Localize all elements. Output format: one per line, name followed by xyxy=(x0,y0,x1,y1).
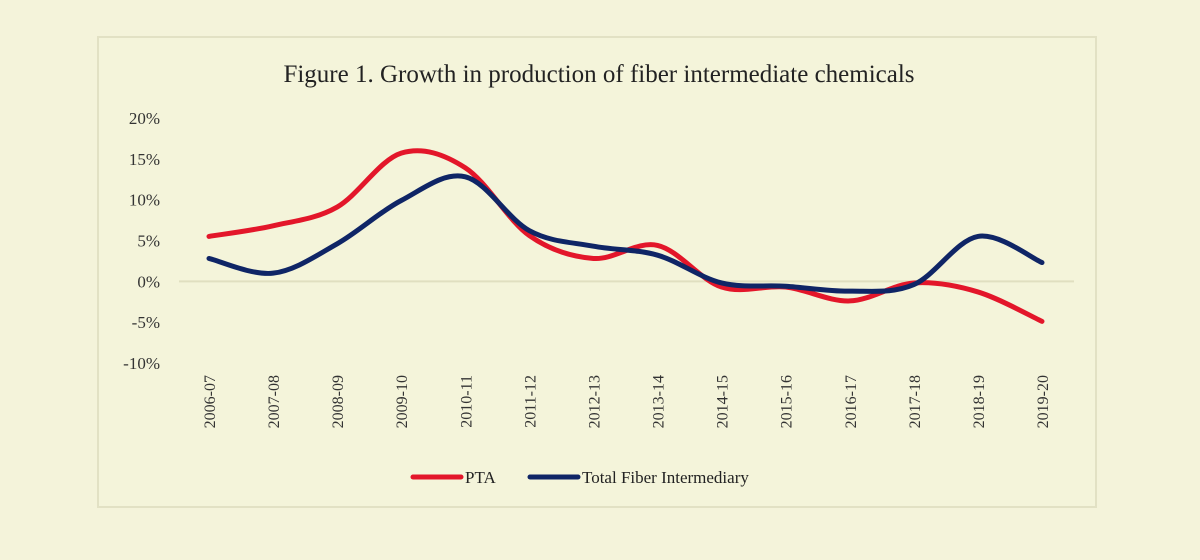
legend-label: Total Fiber Intermediary xyxy=(582,468,749,487)
y-tick-label: 5% xyxy=(137,232,160,251)
legend-label: PTA xyxy=(465,468,496,487)
y-axis: 20% 15% 10% 5% 0% -5% -10% xyxy=(123,109,160,373)
y-tick-label: 0% xyxy=(137,272,160,291)
x-tick-label: 2009-10 xyxy=(394,375,411,428)
x-tick-label: 2007-08 xyxy=(266,375,283,428)
chart-frame: Figure 1. Growth in production of fiber … xyxy=(97,36,1097,508)
x-tick-label: 2010-11 xyxy=(458,375,475,428)
x-tick-label: 2015-16 xyxy=(779,375,796,428)
y-tick-label: -10% xyxy=(123,354,160,373)
y-tick-label: -5% xyxy=(132,313,160,332)
y-tick-label: 20% xyxy=(129,109,160,128)
legend: PTA Total Fiber Intermediary xyxy=(410,468,749,487)
x-tick-label: 2011-12 xyxy=(522,375,539,428)
series-layer xyxy=(206,148,1045,324)
x-tick-label: 2014-15 xyxy=(715,375,732,428)
x-tick-label: 2013-14 xyxy=(651,375,668,428)
chart-title: Figure 1. Growth in production of fiber … xyxy=(283,61,914,88)
series-line-total-fiber-intermediary xyxy=(206,173,1045,294)
y-tick-label: 10% xyxy=(129,191,160,210)
x-axis: 2006-07 2007-08 2008-09 2009-10 2010-11 2011-… xyxy=(202,375,1052,428)
x-tick-label: 2016-17 xyxy=(843,375,860,428)
series-line-pta xyxy=(206,148,1045,324)
x-tick-label: 2012-13 xyxy=(586,375,603,428)
x-tick-label: 2006-07 xyxy=(202,375,219,428)
y-tick-label: 15% xyxy=(129,150,160,169)
x-tick-label: 2018-19 xyxy=(971,375,988,428)
x-tick-label: 2008-09 xyxy=(330,375,347,428)
x-tick-label: 2019-20 xyxy=(1035,375,1052,428)
line-chart: Figure 1. Growth in production of fiber … xyxy=(123,61,1074,487)
x-tick-label: 2017-18 xyxy=(907,375,924,428)
